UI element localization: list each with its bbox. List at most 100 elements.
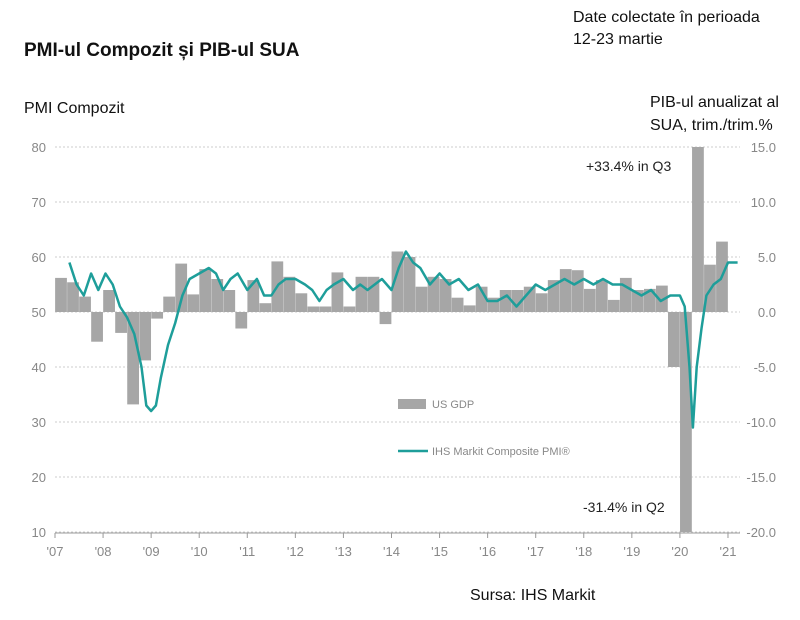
x-tick-label: '20 — [671, 544, 688, 559]
gdp-bar — [67, 282, 79, 312]
gdp-bar — [175, 263, 188, 312]
x-tick-label: '15 — [431, 544, 448, 559]
right-tick-label: 10.0 — [751, 195, 776, 210]
right-axis-label-line-1: PIB-ul anualizat al — [650, 94, 779, 111]
gdp-bar — [235, 312, 248, 329]
gdp-bar — [331, 272, 344, 312]
x-tick-label: '13 — [335, 544, 352, 559]
gdp-bar — [79, 296, 91, 312]
note-line-2: 12-23 martie — [573, 31, 663, 48]
left-tick-label: 10 — [32, 525, 46, 540]
x-tick-label: '10 — [191, 544, 208, 559]
gdp-bar — [595, 280, 608, 312]
right-tick-label: -20.0 — [746, 525, 776, 540]
gdp-bar — [463, 305, 476, 312]
right-axis-label: PIB-ul anualizat al SUA, trim./trim.% — [650, 91, 779, 137]
gdp-bar — [475, 286, 488, 312]
x-tick-label: '14 — [383, 544, 400, 559]
gdp-bar — [439, 279, 452, 312]
gdp-bar — [415, 286, 428, 312]
pmi-line-group — [68, 250, 738, 429]
gdp-bar — [487, 297, 500, 312]
annotation-q2: -31.4% in Q2 — [583, 499, 665, 515]
gdp-bar — [631, 290, 644, 312]
left-tick-label: 70 — [32, 195, 46, 210]
right-axis-ticks: 15.0 10.0 5.0 0.0 -5.0 -10.0 -15.0 -20.0 — [746, 140, 776, 540]
gdp-bar — [643, 288, 656, 312]
left-tick-label: 40 — [32, 360, 46, 375]
gdp-bar — [115, 312, 127, 333]
gdp-bar — [55, 277, 67, 312]
gdp-bar — [367, 276, 380, 312]
gdp-bar — [692, 147, 704, 312]
right-axis-label-line-2: SUA, trim./trim.% — [650, 117, 773, 134]
gdp-bar — [680, 312, 692, 532]
x-tick-label: '08 — [95, 544, 112, 559]
source-note: Sursa: IHS Markit — [470, 587, 596, 604]
x-tick-label: '17 — [527, 544, 544, 559]
gridlines — [55, 146, 740, 533]
gdp-bar — [307, 306, 320, 312]
x-tick-label: '16 — [479, 544, 496, 559]
gdp-bar — [103, 290, 115, 312]
right-tick-label: -10.0 — [746, 415, 776, 430]
gdp-bar — [343, 306, 356, 312]
gdp-bar — [283, 276, 296, 312]
x-tick-label: '11 — [239, 544, 255, 559]
right-tick-label: -15.0 — [746, 470, 776, 485]
gdp-bar — [668, 312, 680, 367]
chart-title: PMI-ul Compozit și PIB-ul SUA — [24, 40, 300, 61]
gdp-bars — [55, 147, 728, 532]
gdp-bar — [451, 297, 464, 312]
legend-gdp-swatch — [398, 399, 426, 409]
gdp-bar — [535, 293, 548, 312]
gdp-bar — [163, 296, 176, 312]
gdp-bar — [571, 270, 584, 312]
x-tick-label: '21 — [720, 544, 737, 559]
gdp-bar — [547, 280, 560, 312]
gdp-bar — [91, 312, 103, 342]
gdp-bar — [211, 279, 224, 312]
right-tick-label: 5.0 — [758, 250, 776, 265]
gdp-bar — [655, 285, 668, 312]
gdp-bar — [259, 303, 272, 312]
left-axis-label: PMI Compozit — [24, 100, 125, 117]
gdp-bar — [391, 251, 404, 312]
right-tick-label: -5.0 — [754, 360, 776, 375]
gdp-bar — [559, 269, 572, 312]
legend-pmi-label: IHS Markit Composite PMI® — [432, 446, 570, 458]
left-tick-label: 30 — [32, 415, 46, 430]
gdp-bar — [427, 276, 440, 312]
gdp-bar — [607, 299, 620, 312]
x-tick-label: '07 — [47, 544, 64, 559]
gdp-bar — [619, 277, 632, 312]
x-tick-label: '18 — [575, 544, 592, 559]
left-tick-label: 80 — [32, 140, 46, 155]
gdp-bar — [583, 288, 596, 312]
x-tick-label: '12 — [287, 544, 304, 559]
left-axis-ticks: 80 70 60 50 40 30 20 10 — [32, 140, 46, 540]
note-line-1: Date colectate în perioada — [573, 9, 760, 26]
gdp-bar — [379, 312, 392, 325]
gdp-bar — [523, 286, 536, 312]
right-tick-label: 15.0 — [751, 140, 776, 155]
left-tick-label: 50 — [32, 305, 46, 320]
gdp-bar — [499, 290, 512, 312]
gdp-bar — [127, 312, 140, 405]
left-tick-label: 60 — [32, 250, 46, 265]
gdp-bar — [223, 290, 236, 312]
gdp-bar — [151, 312, 164, 319]
x-tick-label: '19 — [623, 544, 640, 559]
gdp-bar — [355, 276, 368, 312]
pmi-line — [68, 250, 738, 429]
legend-gdp-label: US GDP — [432, 399, 474, 411]
right-tick-label: 0.0 — [758, 305, 776, 320]
gdp-bar — [511, 290, 524, 312]
gdp-bar — [199, 269, 212, 312]
gdp-bar — [139, 312, 152, 361]
gdp-bar — [187, 294, 200, 312]
annotation-q3: +33.4% in Q3 — [586, 158, 671, 174]
gdp-bar — [403, 257, 416, 312]
gdp-bar — [295, 293, 308, 312]
